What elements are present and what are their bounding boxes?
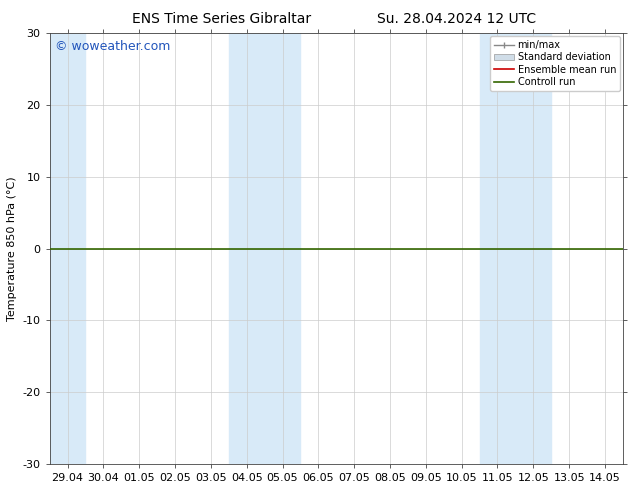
Y-axis label: Temperature 850 hPa (°C): Temperature 850 hPa (°C) xyxy=(7,176,17,321)
Bar xyxy=(229,33,301,464)
Legend: min/max, Standard deviation, Ensemble mean run, Controll run: min/max, Standard deviation, Ensemble me… xyxy=(490,36,620,91)
Text: Su. 28.04.2024 12 UTC: Su. 28.04.2024 12 UTC xyxy=(377,12,536,26)
Text: ENS Time Series Gibraltar: ENS Time Series Gibraltar xyxy=(133,12,311,26)
Text: © woweather.com: © woweather.com xyxy=(55,40,171,52)
Bar xyxy=(49,33,86,464)
Bar xyxy=(479,33,551,464)
